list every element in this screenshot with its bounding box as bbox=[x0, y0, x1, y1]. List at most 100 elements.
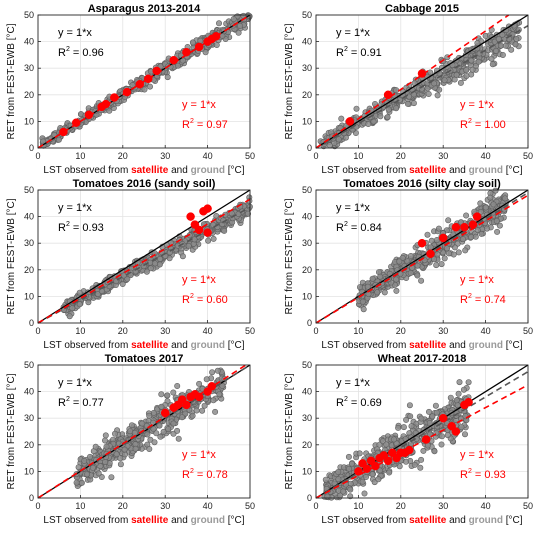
r2-value: = 0.74 bbox=[472, 294, 506, 306]
x-tick-label: 20 bbox=[118, 151, 128, 161]
ground-point bbox=[131, 429, 138, 436]
xlabel-prefix: LST observed from bbox=[43, 165, 131, 176]
x-tick-label: 10 bbox=[75, 151, 85, 161]
panel-6: 00 10 10 20 20 30 30 40 40 50 50 Wheat 2017-2018 y =… bbox=[284, 353, 533, 526]
r2-value: = 0.69 bbox=[348, 397, 382, 409]
y-tick-label: 50 bbox=[24, 10, 34, 20]
r2-symbol: R bbox=[182, 119, 190, 131]
r2-symbol: R bbox=[336, 47, 344, 59]
ground-point bbox=[92, 443, 99, 450]
ground-point bbox=[497, 42, 504, 49]
y-tick-label: 40 bbox=[24, 37, 34, 47]
panel-title: Asparagus 2013-2014 bbox=[88, 3, 201, 15]
r2-value: = 0.77 bbox=[70, 397, 104, 409]
y-tick-label: 0 bbox=[29, 143, 34, 153]
panel-1: 00 10 10 20 20 30 30 40 40 50 50 Asparagus 2013-201… bbox=[6, 3, 255, 176]
ground-point bbox=[377, 273, 384, 280]
xlabel-ground: ground bbox=[191, 340, 225, 351]
x-tick-label: 50 bbox=[523, 326, 533, 336]
ground-point bbox=[463, 67, 470, 74]
r2-value: = 0.60 bbox=[194, 294, 228, 306]
x-tick-label: 40 bbox=[481, 501, 491, 511]
ground-point bbox=[444, 432, 451, 439]
satellite-r2-text: R2 = 0.78 bbox=[182, 468, 228, 481]
x-tick-label: 20 bbox=[396, 151, 406, 161]
ground-point bbox=[143, 268, 150, 275]
r2-value: = 0.97 bbox=[194, 119, 228, 131]
ground-point bbox=[374, 289, 381, 296]
ground-point bbox=[199, 407, 206, 414]
y-tick-label: 20 bbox=[302, 265, 312, 275]
ground-point bbox=[214, 367, 221, 374]
ground-point bbox=[438, 441, 445, 448]
ground-point bbox=[483, 225, 490, 232]
ground-point bbox=[400, 424, 407, 431]
xlabel-prefix: LST observed from bbox=[321, 515, 409, 526]
satellite-point bbox=[194, 225, 204, 235]
ground-point bbox=[146, 412, 153, 419]
axes-box bbox=[37, 189, 251, 324]
x-tick-label: 50 bbox=[523, 501, 533, 511]
x-tick-label: 0 bbox=[313, 151, 318, 161]
xlabel-prefix: LST observed from bbox=[321, 165, 409, 176]
ground-point bbox=[174, 427, 181, 434]
ground-point bbox=[434, 251, 441, 258]
ground-point bbox=[69, 305, 76, 312]
ground-point bbox=[453, 397, 460, 404]
ground-slope-text: y = 1*x bbox=[58, 377, 92, 389]
ground-fit-line bbox=[37, 206, 251, 324]
ground-point bbox=[179, 414, 186, 421]
ground-point bbox=[157, 255, 164, 262]
y-tick-label: 10 bbox=[24, 291, 34, 301]
ground-point bbox=[89, 464, 96, 471]
ground-point bbox=[445, 217, 452, 224]
ground-point bbox=[103, 443, 110, 450]
ground-point bbox=[425, 91, 432, 98]
ground-point bbox=[474, 227, 481, 234]
xlabel-suffix: [°C] bbox=[225, 515, 245, 526]
panel-title: Tomatoes 2017 bbox=[105, 353, 184, 365]
ground-point bbox=[160, 428, 167, 435]
ground-point bbox=[496, 222, 503, 229]
ground-point bbox=[359, 478, 366, 485]
xlabel-ground: ground bbox=[191, 515, 225, 526]
y-tick-label: 30 bbox=[24, 413, 34, 423]
ground-point bbox=[189, 412, 196, 419]
ground-point bbox=[424, 231, 431, 238]
xlabel-satellite: satellite bbox=[131, 515, 169, 526]
xlabel-suffix: [°C] bbox=[225, 340, 245, 351]
y-tick-label: 40 bbox=[302, 387, 312, 397]
y-tick-label: 20 bbox=[302, 90, 312, 100]
ground-point bbox=[102, 437, 109, 444]
panel-title: Tomatoes 2016 (sandy soil) bbox=[73, 178, 216, 190]
x-axis-label: LST observed from satellite and ground [… bbox=[43, 515, 244, 526]
ground-point bbox=[441, 255, 448, 262]
ground-point bbox=[170, 389, 177, 396]
ground-point bbox=[197, 37, 204, 44]
r2-exponent: 2 bbox=[468, 118, 472, 125]
xlabel-suffix: [°C] bbox=[225, 165, 245, 176]
ground-point bbox=[458, 424, 465, 431]
ground-point bbox=[179, 253, 186, 260]
xlabel-and: and bbox=[168, 515, 190, 526]
x-tick-label: 40 bbox=[481, 326, 491, 336]
y-tick-label: 20 bbox=[24, 440, 34, 450]
ground-point bbox=[431, 448, 438, 455]
ground-point bbox=[386, 469, 393, 476]
ground-point bbox=[158, 391, 165, 398]
y-tick-label: 20 bbox=[24, 265, 34, 275]
ground-point bbox=[499, 31, 506, 38]
ground-point bbox=[335, 476, 342, 483]
y-axis-label: RET from FEST-EWB [°C] bbox=[284, 373, 295, 489]
ground-point bbox=[411, 461, 418, 468]
ground-point bbox=[402, 458, 409, 465]
ground-point bbox=[158, 403, 165, 410]
ground-point bbox=[362, 473, 369, 480]
ground-point bbox=[482, 204, 489, 211]
satellite-r2-text: R2 = 0.93 bbox=[460, 468, 506, 481]
ground-point bbox=[435, 225, 442, 232]
x-tick-label: 10 bbox=[353, 326, 363, 336]
satellite-slope-text: y = 1*x bbox=[460, 274, 494, 286]
y-axis-label: RET from FEST-EWB [°C] bbox=[284, 23, 295, 139]
ground-point bbox=[488, 55, 495, 62]
